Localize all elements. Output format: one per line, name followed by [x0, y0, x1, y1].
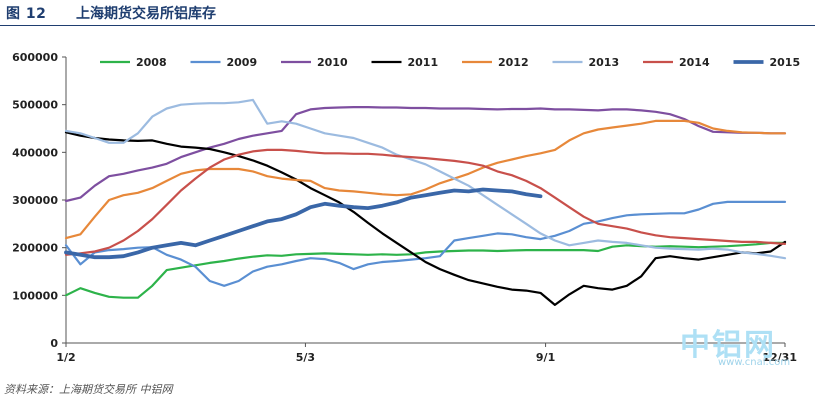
series-line-2011 [64, 131, 787, 306]
legend-label-2008: 2008 [136, 56, 167, 69]
series-line-2014 [64, 148, 787, 256]
series-line-2008 [64, 241, 787, 299]
y-tick-label: 200000 [12, 242, 58, 255]
y-tick-label: 400000 [12, 146, 58, 159]
legend-label-2011: 2011 [408, 56, 439, 69]
legend-label-2009: 2009 [227, 56, 258, 69]
y-tick-label: 600000 [12, 51, 58, 64]
figure-number: 图 12 [6, 6, 47, 22]
watermark-logo: 中铝网 www.cnal.com [680, 320, 798, 376]
x-tick-label: 5/3 [296, 351, 315, 364]
x-tick-label: 1/2 [56, 351, 75, 364]
watermark-main-text: 中铝网 [680, 328, 776, 363]
watermark-url: www.cnal.com [718, 357, 791, 368]
series-line-2009 [64, 200, 787, 287]
y-tick-label: 100000 [12, 289, 58, 302]
series-line-2012 [64, 119, 787, 240]
figure-title: 上海期货交易所铝库存 [76, 6, 216, 22]
x-tick-label: 9/1 [536, 351, 555, 364]
figure-header: 图 12 上海期货交易所铝库存 [0, 0, 815, 26]
series-line-2010 [64, 105, 787, 203]
series-line-2013 [64, 98, 787, 260]
aluminum-inventory-chart: 0 100000 200000 300000 400000 500000 600000 1/2… [12, 51, 801, 364]
source-note: 资料来源：上海期货交易所 中铝网 [4, 383, 173, 396]
series-line-2015 [64, 187, 543, 260]
legend-label-2012: 2012 [498, 56, 529, 69]
y-tick-label: 0 [50, 337, 58, 350]
legend-label-2014: 2014 [679, 56, 710, 69]
x-tick-label: 12/31 [762, 351, 797, 364]
legend-label-2010: 2010 [317, 56, 348, 69]
legend-label-2013: 2013 [589, 56, 620, 69]
legend-label-2015: 2015 [770, 56, 801, 69]
y-tick-label: 500000 [12, 99, 58, 112]
y-tick-label: 300000 [12, 194, 58, 207]
